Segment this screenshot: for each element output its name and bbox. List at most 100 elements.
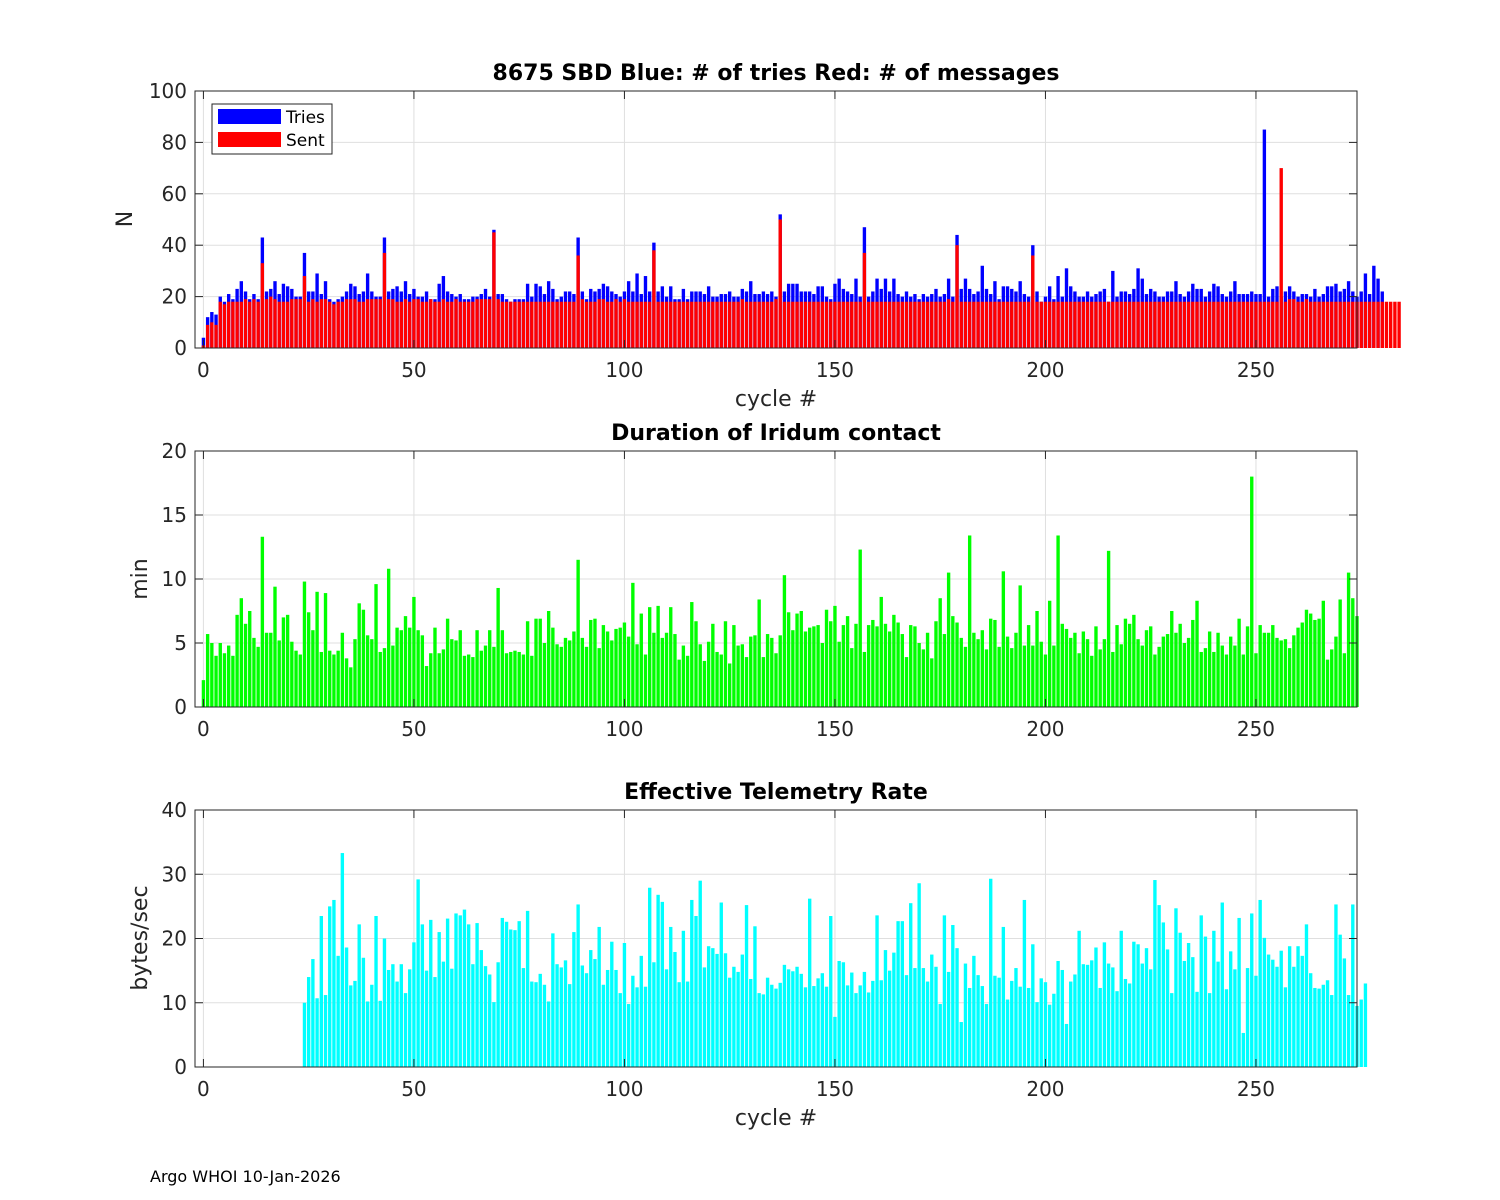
bar-duration [273,586,277,707]
bar-duration [643,654,648,707]
bar-rate [744,905,749,1067]
bar-duration [601,625,606,707]
axes-duration: 0 50 100 150 200 250 0 5 10 15 20 [162,439,1358,741]
bar-rate [1313,987,1317,1067]
bar-rate [420,924,425,1067]
bar-duration [269,632,273,707]
bar-duration [656,605,660,707]
bar-sent [1338,301,1342,348]
bar-duration [909,625,913,707]
bar-rate [517,921,521,1067]
bar-sent [1346,301,1351,348]
bar-rate [854,993,858,1067]
bar-duration [925,632,930,707]
bar-rate [706,946,711,1067]
bar-rate [711,948,715,1067]
bar-duration [631,582,635,707]
bar-rate [593,959,597,1067]
bar-duration [799,611,803,707]
bar-rate [833,1016,837,1067]
bar-sent [757,301,761,348]
bar-sent [1018,301,1022,348]
bar-duration [513,650,517,707]
bar-rate [1283,987,1288,1067]
bar-duration [1182,643,1187,707]
bar-rate [803,987,808,1067]
bar-duration [1014,632,1018,707]
bar-duration [382,648,387,707]
bar-duration [698,644,702,707]
bar-duration [1241,654,1246,707]
bar-rate [340,853,345,1067]
bar-sent [959,301,963,348]
bar-sent [1140,301,1144,348]
bar-duration [887,631,892,707]
bar-rate [1334,904,1338,1067]
bar-duration [795,613,799,707]
bar-sent [445,301,450,348]
bar-rate [1111,967,1115,1067]
bar-sent [311,299,315,348]
bar-sent [1233,301,1237,348]
bar-sent [1304,299,1309,348]
bar-duration [816,625,820,707]
bar-rate [690,899,694,1067]
bar-sent [917,301,921,348]
bar-sent [732,301,736,348]
bar-duration [1123,618,1128,707]
bar-sent [942,301,947,348]
bar-rate [1170,993,1174,1067]
bar-rate [475,923,479,1067]
bar-rate [454,913,458,1067]
bar-duration [433,627,437,707]
bar-duration [749,636,753,707]
bar-duration [854,623,858,707]
bar-rate [761,994,766,1067]
bar-sent [833,301,837,348]
bar-rate [1010,980,1014,1067]
bar-rate [1085,964,1090,1067]
bar-sent [328,301,332,348]
bar-sent [913,301,917,348]
bar-sent [892,301,896,348]
bar-duration [500,630,505,707]
bar-duration [361,609,366,707]
bar-duration [1237,618,1241,707]
bar-rate [306,977,311,1067]
bar-duration [866,625,871,707]
bar-duration [1085,639,1090,707]
bar-duration [1018,585,1022,707]
x-tick-label: 200 [1026,358,1064,382]
bar-sent [1106,301,1111,348]
bar-rate [719,902,723,1067]
legend: Tries Sent [211,103,333,155]
bar-sent [1212,301,1216,348]
bar-duration [231,655,235,707]
bar-rate [1330,995,1334,1067]
bar-rate [1338,934,1342,1067]
bar-duration [1279,640,1283,707]
bar-rate [799,973,803,1067]
bar-rate [715,953,719,1067]
bar-rate [749,978,753,1067]
bar-sent [1001,301,1006,348]
bar-sent [1069,301,1073,348]
bar-sent [424,301,429,348]
bar-sent [723,301,728,348]
bar-duration [290,641,294,707]
bar-sent [1056,301,1060,348]
legend-label-sent: Sent [286,131,325,151]
bar-duration [403,616,408,707]
bar-duration [353,639,357,707]
bar-rate [1144,948,1149,1067]
bar-rate [1127,983,1132,1067]
bar-rate [445,918,450,1067]
bar-duration [302,581,307,707]
bar-duration [639,613,643,707]
bar-sent [681,301,686,348]
bar-rate [572,932,576,1067]
bar-sent [614,299,618,348]
bar-rate [1090,960,1094,1067]
bar-sent [466,301,471,348]
bar-sent [1216,301,1220,348]
